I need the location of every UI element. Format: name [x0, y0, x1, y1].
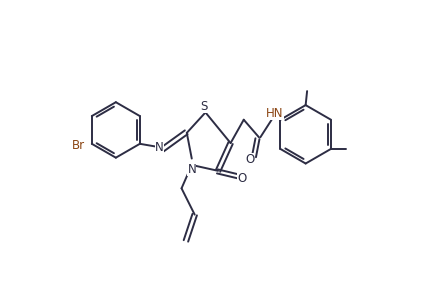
Text: S: S — [200, 100, 207, 113]
Text: Br: Br — [72, 139, 85, 152]
Text: HN: HN — [265, 107, 283, 120]
Text: N: N — [155, 141, 164, 154]
Text: O: O — [237, 172, 246, 185]
Text: O: O — [245, 153, 254, 166]
Text: N: N — [187, 163, 196, 175]
